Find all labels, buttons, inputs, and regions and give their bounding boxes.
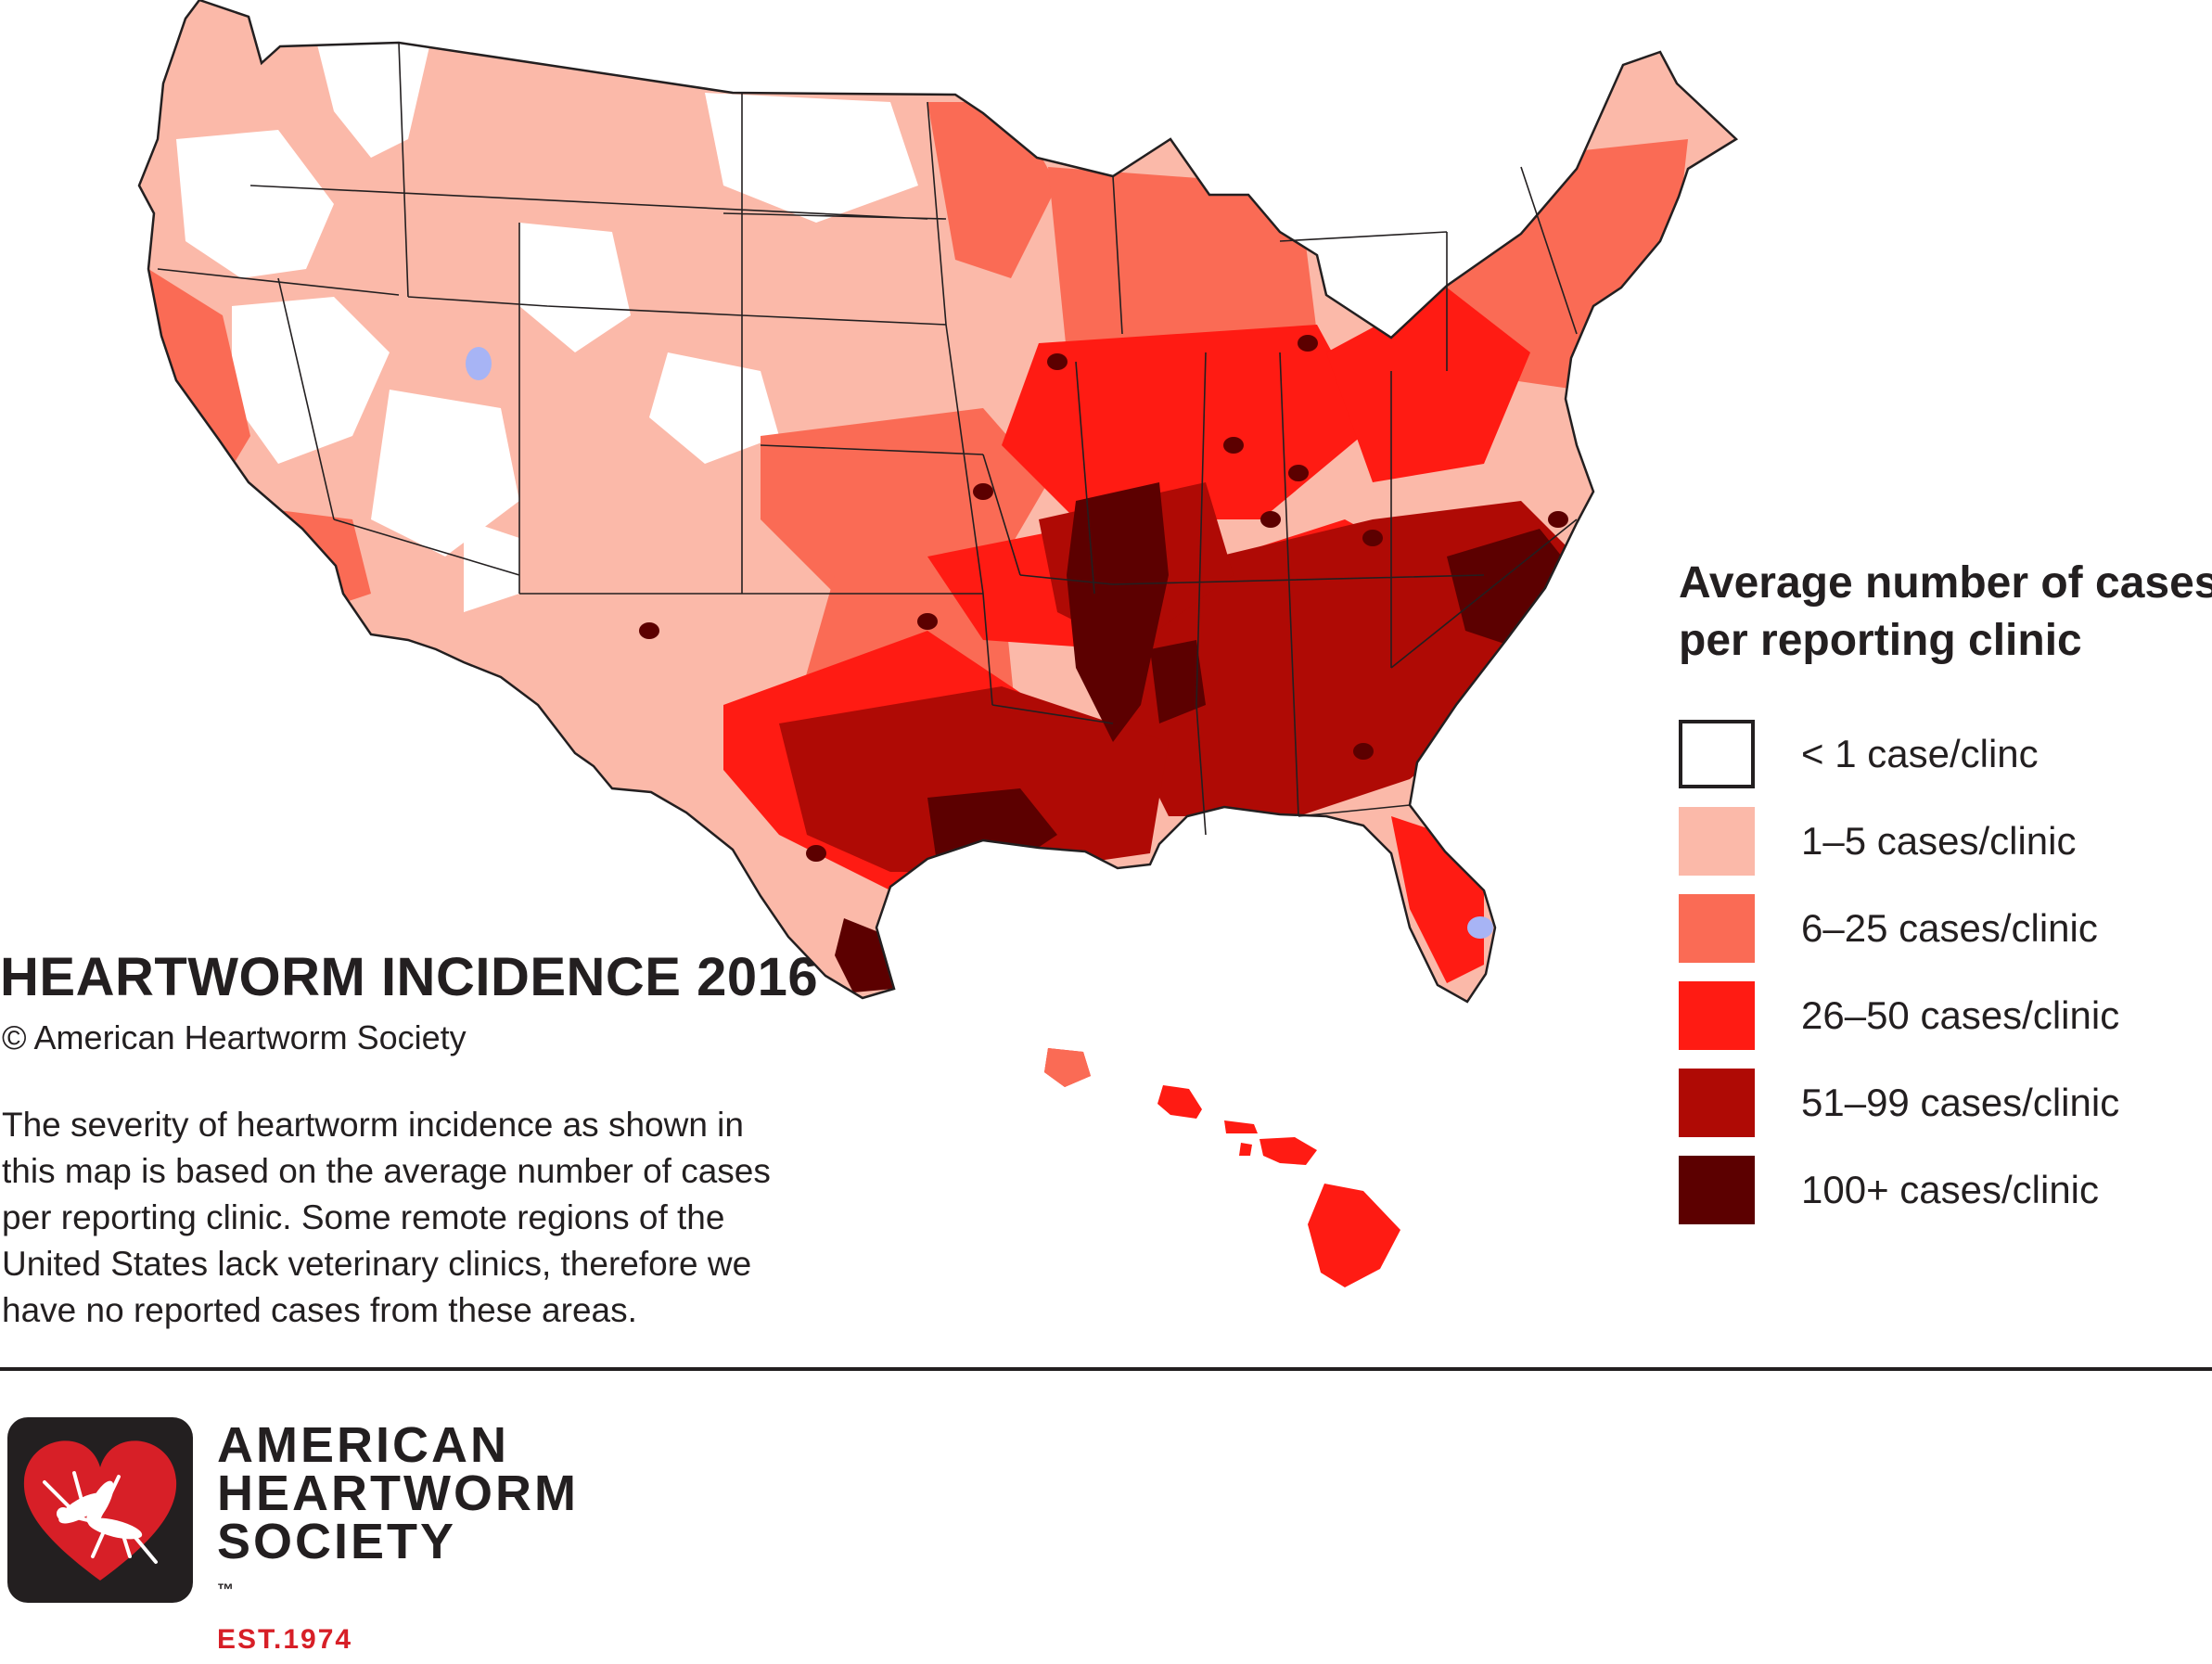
trademark-symbol: ™ <box>217 1581 234 1599</box>
map-legend: Average number of cases per reporting cl… <box>1679 555 2212 1234</box>
society-logo <box>7 1417 193 1603</box>
legend-item: 51–99 cases/clinic <box>1679 1059 2207 1146</box>
legend-item: 6–25 cases/clinic <box>1679 885 2207 972</box>
legend-swatch <box>1679 981 1755 1050</box>
legend-label: 26–50 cases/clinic <box>1801 993 2120 1037</box>
legend-item: 100+ cases/clinic <box>1679 1146 2207 1234</box>
region-blob-california-valley <box>148 269 250 482</box>
legend-label: 1–5 cases/clinic <box>1801 819 2077 863</box>
legend-title: Average number of cases per reporting cl… <box>1679 555 2212 670</box>
legend-swatch <box>1679 1069 1755 1137</box>
mosquito-heart-icon <box>23 1440 177 1581</box>
map-description: The severity of heartworm incidence as s… <box>2 1102 799 1334</box>
legend-item: 1–5 cases/clinic <box>1679 798 2207 885</box>
region-blob-carolinas-core <box>1447 529 1577 649</box>
region-blob-arizona-north <box>464 519 519 612</box>
region-blob-ohio-valley <box>1002 325 1373 519</box>
hotspot-dot <box>1455 734 1476 750</box>
footer-divider <box>0 1367 2212 1371</box>
hotspot-dot <box>1223 437 1244 454</box>
society-name-line: SOCIETY <box>217 1514 457 1569</box>
legend-swatch <box>1679 894 1755 963</box>
legend-item: 26–50 cases/clinic <box>1679 972 2207 1059</box>
heartworm-incidence-map <box>137 0 1738 1287</box>
hotspot-dot <box>973 483 993 500</box>
region-blob-eastern-oregon <box>176 130 334 278</box>
legend-label: 51–99 cases/clinic <box>1801 1081 2120 1124</box>
hotspot-dot <box>639 622 659 639</box>
description-line: this map is based on the average number … <box>2 1152 771 1190</box>
legend-swatch <box>1679 720 1755 788</box>
legend-label: < 1 case/clinc <box>1801 732 2039 775</box>
hotspot-dot <box>806 845 826 862</box>
legend-label: 100+ cases/clinic <box>1801 1168 2100 1211</box>
region-blob-gulf-coast <box>779 686 1169 872</box>
lake-okeechobee <box>1467 916 1493 939</box>
legend-swatch <box>1679 807 1755 876</box>
region-blob-mid-atlantic <box>1326 288 1530 482</box>
description-line: United States lack veterinary clinics, t… <box>2 1245 752 1283</box>
map-title: HEARTWORM INCIDENCE 2016 <box>0 947 819 1007</box>
hotspot-dot <box>1353 743 1374 760</box>
legend-title-line: per reporting clinic <box>1679 616 2082 665</box>
legend-swatch <box>1679 1156 1755 1224</box>
hotspot-dot <box>1288 465 1309 481</box>
region-blob-nevada <box>232 297 390 464</box>
society-name: AMERICAN HEARTWORM SOCIETY ™ EST.1974 <box>217 1417 579 1664</box>
legend-title-line: Average number of cases <box>1679 558 2212 608</box>
region-blob-mississippi-delta <box>1067 482 1169 742</box>
society-name-line: AMERICAN <box>217 1417 509 1473</box>
great-salt-lake <box>466 347 492 380</box>
hawaii-kauai <box>1044 1048 1094 1094</box>
region-blob-alabama <box>1150 640 1206 723</box>
established-year: EST.1974 <box>217 1624 353 1655</box>
state-borders <box>157 42 1578 836</box>
legend-label: 6–25 cases/clinic <box>1801 906 2098 950</box>
region-blob-wyoming <box>519 223 631 352</box>
hotspot-dot <box>1260 511 1281 528</box>
region-blob-colorado <box>649 352 779 464</box>
hotspot-dot <box>917 613 938 630</box>
hotspot-dot <box>1047 353 1068 370</box>
hotspot-dot <box>1298 335 1318 352</box>
description-line: The severity of heartworm incidence as s… <box>2 1106 744 1144</box>
society-name-line: HEARTWORM <box>217 1466 579 1521</box>
description-line: have no reported cases from these areas. <box>2 1291 637 1329</box>
hotspot-dot <box>1362 530 1383 546</box>
copyright-notice: © American Heartworm Society <box>2 1018 467 1056</box>
region-blob-montana-east <box>705 93 918 223</box>
legend-item: < 1 case/clinc <box>1679 710 2207 798</box>
hotspot-dot <box>1548 511 1568 528</box>
description-line: per reporting clinic. Some remote region… <box>2 1198 725 1236</box>
region-blob-utah <box>371 390 519 557</box>
